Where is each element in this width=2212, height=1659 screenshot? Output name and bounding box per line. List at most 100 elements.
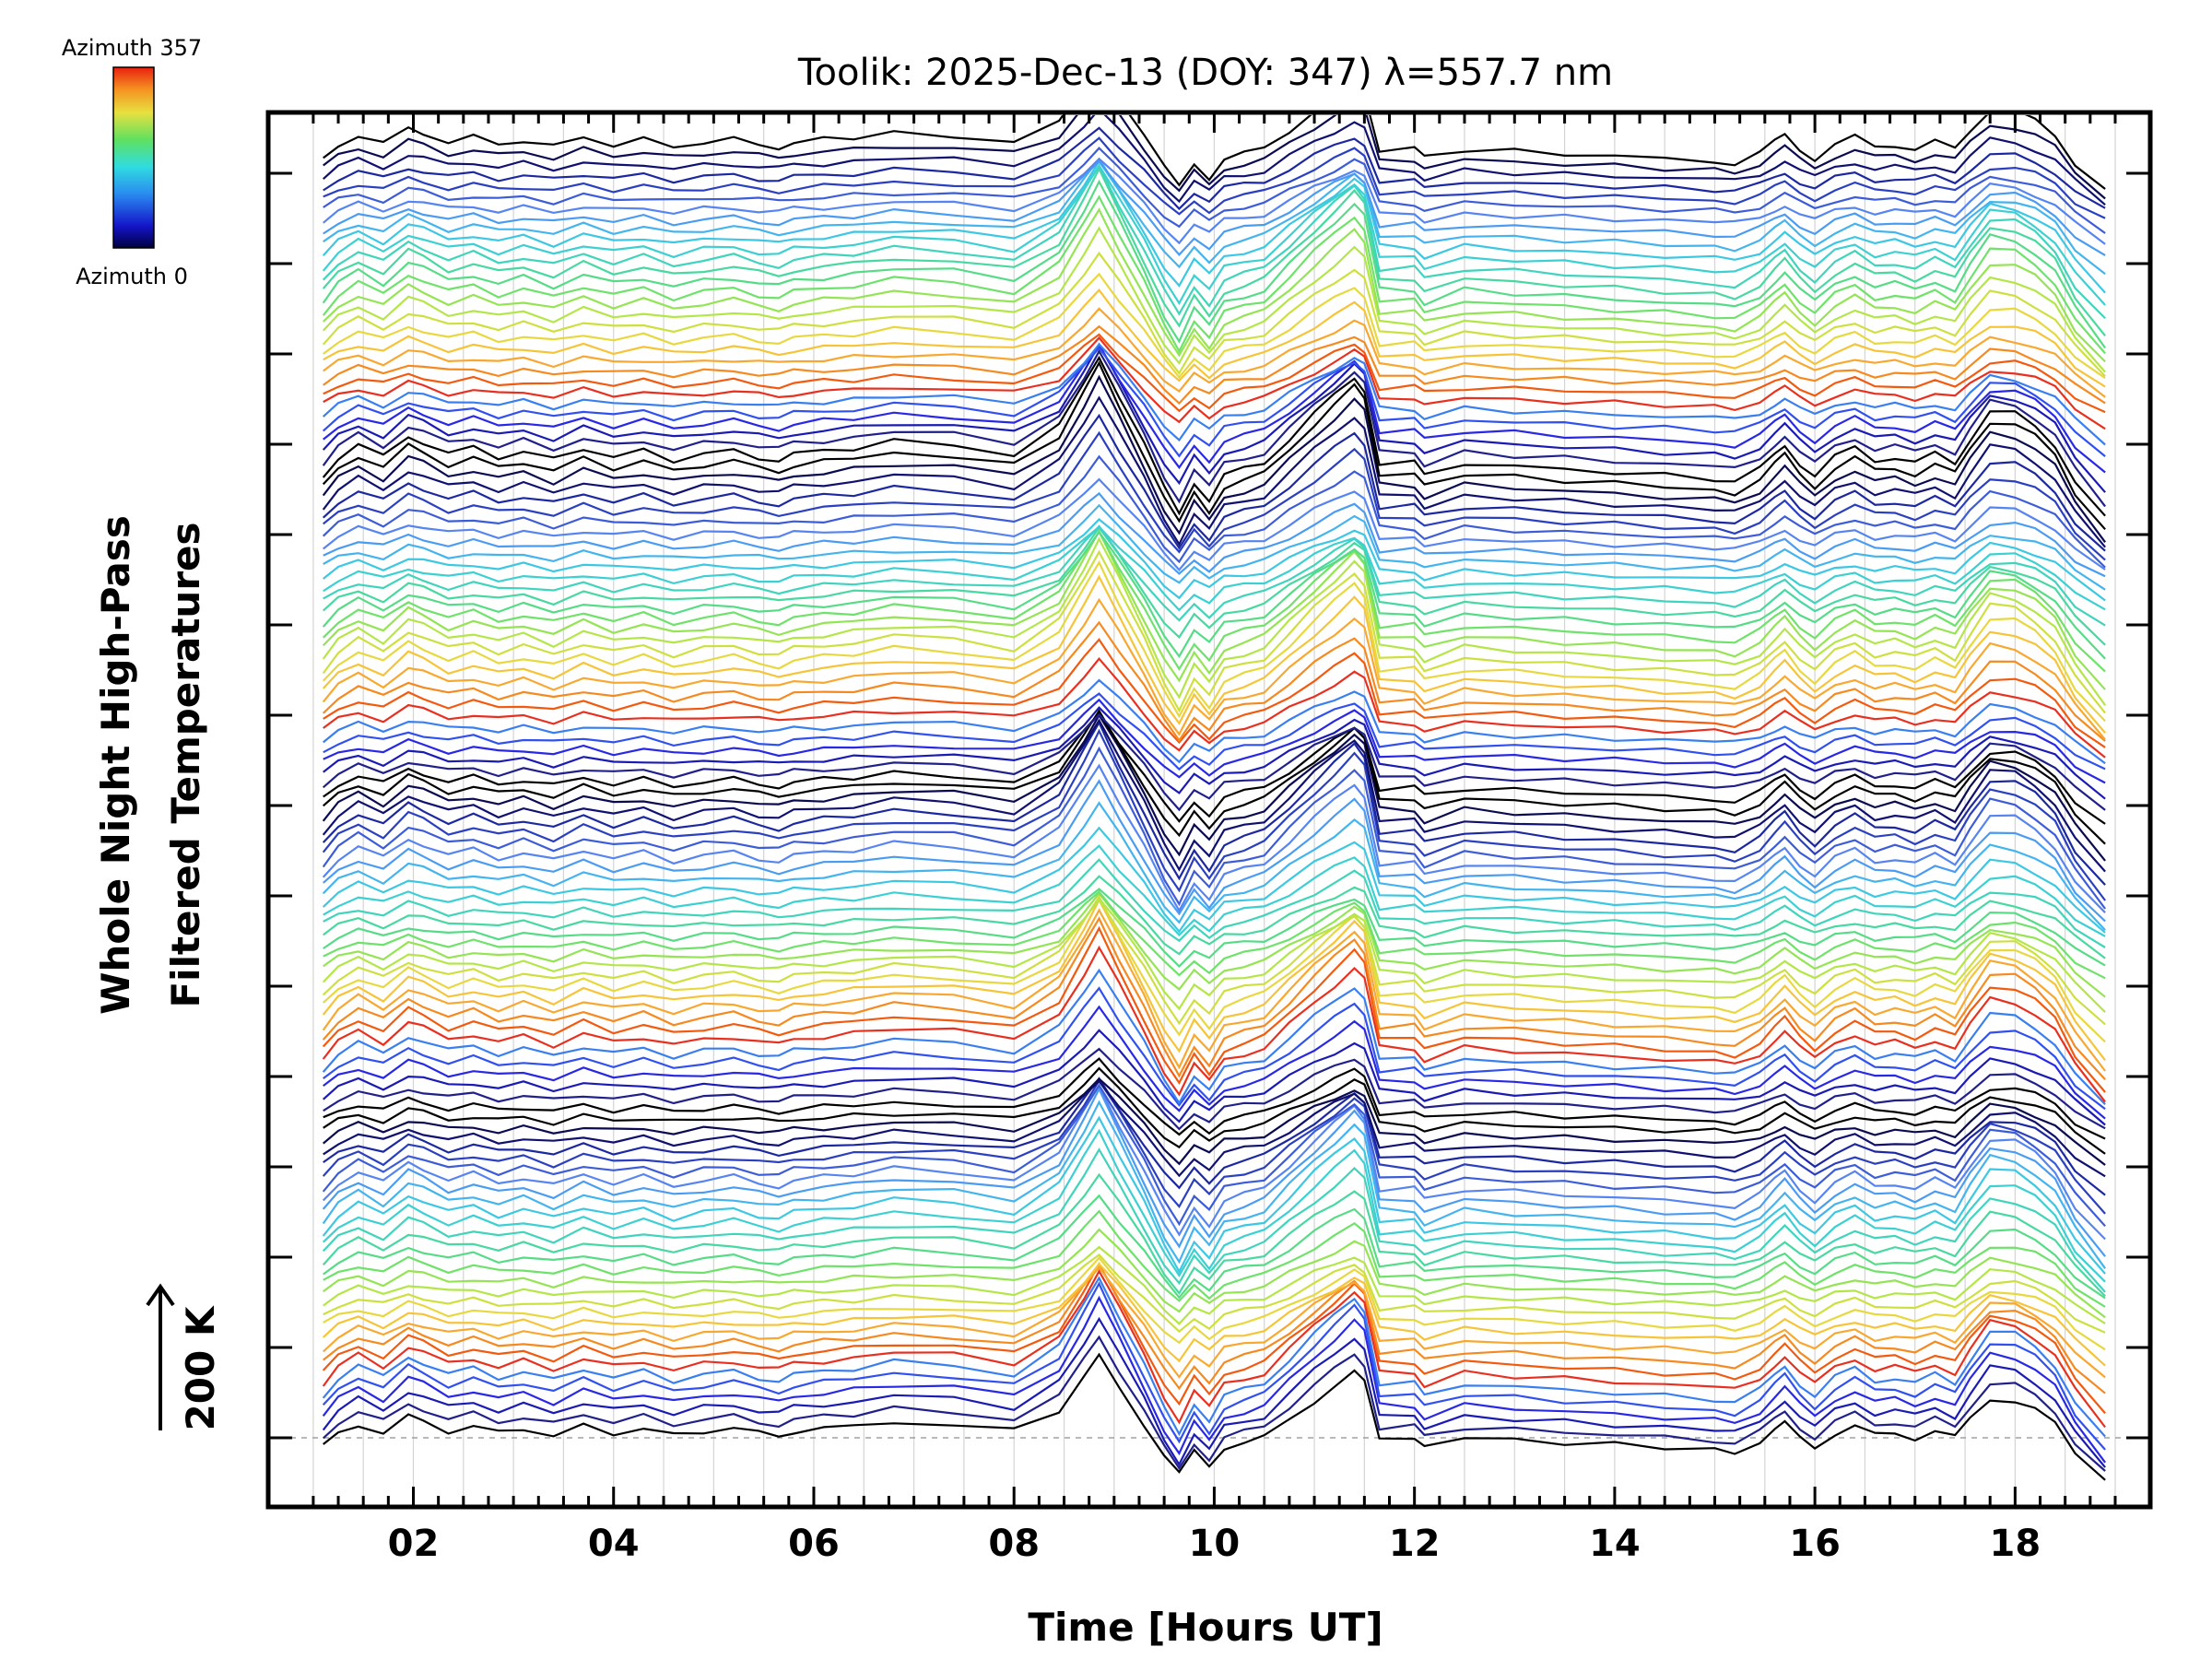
trace-line — [323, 147, 2106, 234]
x-tick-label: 10 — [1189, 1523, 1241, 1565]
trace-line — [322, 559, 2106, 723]
trace-line — [322, 1269, 2106, 1429]
trace-line — [322, 166, 2106, 336]
trace-line — [322, 115, 2106, 206]
trace-line — [322, 1083, 2106, 1241]
trace-line — [323, 1194, 2106, 1300]
trace-line — [323, 1066, 2106, 1155]
x-tick-label: 12 — [1389, 1523, 1441, 1565]
trace-line — [322, 159, 2106, 294]
trace-line — [322, 194, 2106, 355]
trace-line — [322, 157, 2106, 245]
trace-line — [322, 1100, 2106, 1269]
trace-line — [322, 251, 2106, 377]
y-axis-label-line-1: Whole Night High-Pass — [93, 515, 138, 1015]
trace-line — [322, 712, 2106, 862]
trace-line — [322, 718, 2106, 873]
trace-line — [322, 1262, 2106, 1367]
trace-line — [323, 1079, 2106, 1178]
trace-line — [323, 1047, 2106, 1131]
trace-line — [322, 763, 2106, 913]
trace-line — [323, 1262, 2106, 1394]
trace-line — [323, 157, 2106, 276]
trace-line — [323, 136, 2106, 219]
trace-line — [322, 226, 2106, 373]
trace-line — [322, 1029, 2106, 1126]
trace-line — [322, 801, 2106, 931]
trace-line — [323, 343, 2106, 474]
trace-line — [323, 875, 2106, 959]
trace-line — [322, 342, 2106, 493]
trace-line — [322, 898, 2106, 1026]
trace-line — [323, 307, 2106, 398]
trace-line — [322, 549, 2106, 714]
trace-line — [322, 620, 2106, 743]
trace-line — [322, 945, 2106, 1103]
trace-line — [323, 712, 2106, 825]
trace-line — [323, 638, 2106, 748]
axis-ticks — [268, 112, 2150, 1507]
trace-line — [323, 858, 2106, 948]
trace-line — [322, 360, 2106, 531]
trace-line — [322, 1276, 2106, 1438]
trace-line — [323, 1209, 2106, 1308]
trace-line — [322, 925, 2106, 1093]
trace-line — [323, 115, 2106, 200]
trace-line — [322, 1262, 2106, 1415]
trace-line — [322, 894, 2106, 1043]
trace-line — [322, 1281, 2106, 1451]
trace-line — [322, 1083, 2106, 1228]
trace-line — [323, 1077, 2106, 1196]
trace-line — [323, 890, 2106, 980]
trace-line — [322, 1147, 2106, 1293]
trace-line — [323, 491, 2106, 578]
trace-line — [322, 712, 2106, 812]
trace-line — [323, 1256, 2106, 1351]
trace-line — [322, 536, 2106, 706]
trace-line — [322, 530, 2106, 673]
trace-line — [322, 163, 2106, 320]
scale-label: 200 K — [178, 1305, 223, 1430]
trace-line — [322, 897, 2106, 1013]
x-tick-label: 08 — [988, 1523, 1040, 1565]
trace-line — [323, 477, 2106, 571]
trace-line — [322, 374, 2106, 543]
trace-line — [323, 1253, 2106, 1334]
trace-line — [322, 597, 2106, 741]
trace-line — [323, 888, 2106, 969]
trace-line — [323, 324, 2106, 406]
trace-line — [322, 207, 2106, 363]
trace-line — [322, 916, 2106, 1080]
x-axis-label: Time [Hours UT] — [1028, 1605, 1382, 1650]
trace-line — [323, 115, 2106, 190]
trace-series — [322, 115, 2106, 1481]
trace-line — [323, 126, 2106, 211]
trace-line — [323, 524, 2106, 627]
trace-line — [322, 1128, 2106, 1283]
trace-line — [322, 968, 2106, 1106]
trace-line — [322, 395, 2106, 548]
trace-line — [322, 342, 2106, 446]
x-tick-labels: 02 04 06 08 10 12 14 16 18 — [388, 1523, 2041, 1565]
trace-line — [322, 826, 2106, 934]
y-axis-label: Whole Night High-Pass Filtered Temperatu… — [93, 515, 208, 1015]
trace-line — [322, 454, 2106, 569]
trace-line — [322, 1172, 2106, 1298]
scale-indicator: 200 K — [146, 1283, 223, 1430]
trace-line — [322, 355, 2106, 517]
trace-line — [323, 159, 2106, 257]
trace-line — [323, 1057, 2106, 1140]
trace-line — [322, 346, 2106, 458]
x-tick-label: 02 — [388, 1523, 440, 1565]
trace-line — [323, 656, 2106, 759]
x-tick-label: 16 — [1789, 1523, 1841, 1565]
trace-line — [322, 348, 2106, 508]
trace-line — [322, 574, 2106, 734]
trace-line — [322, 413, 2106, 552]
trace-line — [323, 335, 2106, 430]
colorbar-gradient — [112, 66, 155, 249]
x-tick-label: 18 — [1990, 1523, 2041, 1565]
trace-line — [322, 1335, 2106, 1472]
trace-line — [322, 179, 2106, 349]
trace-line — [323, 430, 2106, 561]
